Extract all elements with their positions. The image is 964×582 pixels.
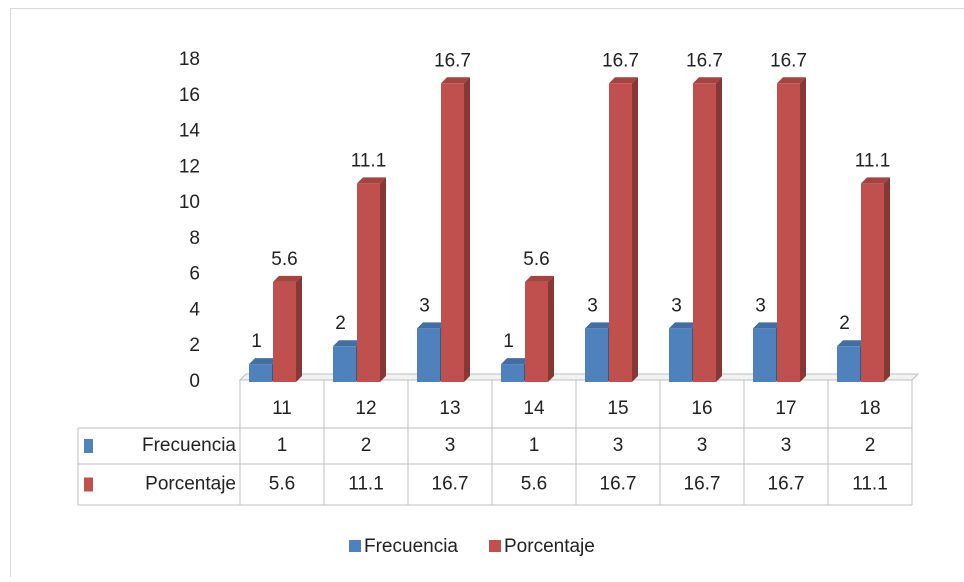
table-cell: 11.1 xyxy=(348,474,384,495)
bar xyxy=(417,328,440,382)
data-label: 5.6 xyxy=(271,249,297,270)
x-tick-label: 15 xyxy=(607,398,628,419)
data-label: 11.1 xyxy=(855,150,891,171)
legend-key xyxy=(349,540,361,552)
table-cell: 16.7 xyxy=(768,474,805,495)
bar-side xyxy=(548,276,554,382)
bar xyxy=(357,183,380,382)
y-tick-label: 16 xyxy=(179,85,200,106)
bar xyxy=(441,83,464,382)
bar xyxy=(837,346,860,382)
bar-side xyxy=(884,177,890,382)
table-cell: 3 xyxy=(781,435,792,456)
data-label: 2 xyxy=(335,313,346,334)
y-tick-label: 10 xyxy=(179,192,200,213)
table-cell: 11.1 xyxy=(852,474,888,495)
data-label: 1 xyxy=(251,331,262,352)
data-label: 3 xyxy=(671,295,682,316)
legend-key xyxy=(489,540,501,552)
data-label: 16.7 xyxy=(686,50,723,71)
table-cell: 5.6 xyxy=(269,474,295,495)
bar-side xyxy=(380,177,386,382)
bar xyxy=(669,328,692,382)
y-tick-label: 4 xyxy=(189,299,200,320)
x-tick-label: 17 xyxy=(775,398,796,419)
bar-side xyxy=(464,77,470,382)
table-cell: 2 xyxy=(865,435,876,456)
bar xyxy=(777,83,800,382)
table-cell: 1 xyxy=(529,435,540,456)
table-cell: 3 xyxy=(697,435,708,456)
table-cell: 3 xyxy=(613,435,624,456)
x-tick-label: 12 xyxy=(355,398,376,419)
data-label: 16.7 xyxy=(434,50,471,71)
bar xyxy=(753,328,776,382)
data-label: 3 xyxy=(587,295,598,316)
table-cell: 3 xyxy=(445,435,456,456)
data-label: 3 xyxy=(419,295,430,316)
table-legend-key xyxy=(84,478,93,492)
x-tick-label: 16 xyxy=(691,398,712,419)
data-label: 16.7 xyxy=(602,50,639,71)
bar-side xyxy=(632,77,638,382)
y-tick-label: 12 xyxy=(179,156,200,177)
data-label: 16.7 xyxy=(770,50,807,71)
x-tick-label: 18 xyxy=(859,398,880,419)
table-row-header: Frecuencia xyxy=(142,435,236,456)
data-label: 2 xyxy=(839,313,850,334)
data-label: 5.6 xyxy=(523,249,549,270)
bar-side xyxy=(716,77,722,382)
bar xyxy=(585,328,608,382)
x-tick-label: 11 xyxy=(272,398,292,419)
bar xyxy=(609,83,632,382)
data-label: 11.1 xyxy=(351,150,387,171)
x-tick-label: 13 xyxy=(439,398,460,419)
y-tick-label: 2 xyxy=(189,335,200,356)
table-cell: 2 xyxy=(361,435,372,456)
table-cell: 5.6 xyxy=(521,474,547,495)
bar-side xyxy=(800,77,806,382)
y-tick-label: 6 xyxy=(189,264,200,285)
table-legend-key xyxy=(84,439,93,453)
table-cell: 16.7 xyxy=(684,474,721,495)
data-label: 3 xyxy=(755,295,766,316)
bar xyxy=(501,364,524,382)
table-cell: 16.7 xyxy=(600,474,637,495)
bar xyxy=(693,83,716,382)
bar xyxy=(273,282,296,382)
bar-side xyxy=(296,276,302,382)
data-label: 1 xyxy=(503,331,514,352)
table-cell: 1 xyxy=(277,435,288,456)
bar xyxy=(333,346,356,382)
legend-label: Frecuencia xyxy=(364,536,458,557)
x-tick-label: 14 xyxy=(523,398,545,419)
bar xyxy=(525,282,548,382)
y-tick-label: 14 xyxy=(179,121,201,142)
y-tick-label: 0 xyxy=(189,371,200,392)
table-row-header: Porcentaje xyxy=(145,474,236,495)
bar xyxy=(861,183,884,382)
y-tick-label: 8 xyxy=(189,228,200,249)
bar xyxy=(249,364,272,382)
y-tick-label: 18 xyxy=(179,49,200,70)
legend-label: Porcentaje xyxy=(504,536,595,557)
table-cell: 16.7 xyxy=(432,474,469,495)
